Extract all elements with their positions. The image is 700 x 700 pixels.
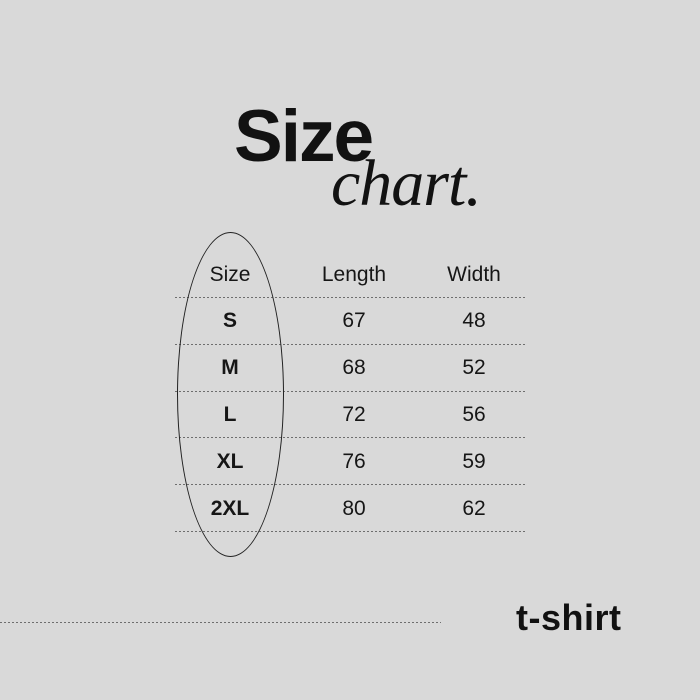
product-label: t-shirt	[516, 597, 622, 638]
length-cell: 68	[342, 356, 366, 380]
width-cell: 48	[462, 309, 486, 333]
column-header-size: Size	[209, 263, 251, 286]
table-header-row: Size Length Width	[175, 252, 525, 298]
table-row: XL 76 59	[175, 438, 525, 485]
size-table: Size Length Width S 67 48 M 68 52 L 72 5…	[175, 252, 525, 532]
width-cell: 59	[462, 449, 486, 473]
table-row: 2XL 80 62	[175, 485, 525, 532]
size-cell: 2XL	[210, 496, 250, 520]
width-cell: 56	[462, 402, 486, 426]
length-cell: 72	[342, 402, 366, 426]
column-header-width: Width	[447, 263, 501, 286]
size-cell: L	[223, 402, 237, 426]
table-row: L 72 56	[175, 392, 525, 439]
width-cell: 52	[462, 356, 486, 380]
length-cell: 76	[342, 449, 366, 473]
length-cell: 67	[342, 309, 366, 333]
table-row: S 67 48	[175, 298, 525, 345]
table-row: M 68 52	[175, 345, 525, 392]
size-cell: M	[221, 356, 239, 380]
column-header-length: Length	[321, 263, 387, 286]
width-cell: 62	[462, 496, 486, 520]
length-cell: 80	[342, 496, 366, 520]
size-cell: S	[222, 309, 237, 333]
footer-divider-line	[0, 622, 441, 623]
page-title-size: Size	[234, 96, 374, 177]
page-title-chart: chart.	[331, 147, 482, 220]
size-cell: XL	[216, 449, 244, 473]
